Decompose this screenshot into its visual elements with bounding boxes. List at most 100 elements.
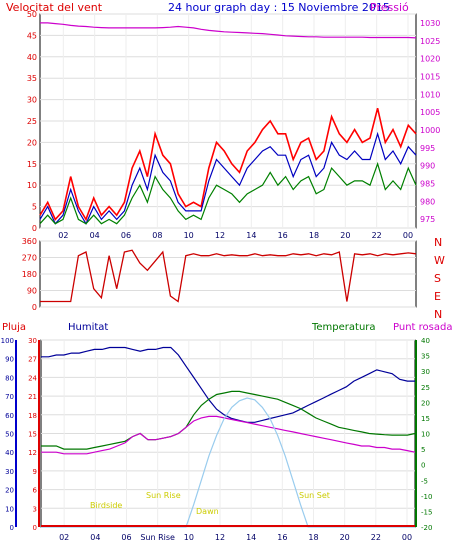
humidity-tick-label: 30 (5, 468, 14, 476)
temperature-tick-label: -5 (421, 477, 428, 485)
temperature-tick-label: 10 (421, 431, 430, 439)
y-right-tick-label: 985 (420, 179, 435, 188)
compass-label: N (434, 236, 442, 249)
compass-label: W (434, 254, 445, 267)
x-tick-label: 00 (402, 533, 412, 542)
y-right-tick-label: 990 (420, 162, 435, 171)
sunrise-annotation: Sun Rise (146, 491, 181, 500)
x-tick-label: 20 (340, 533, 350, 542)
rain-tick-label: 27 (28, 356, 37, 364)
y-left-tick-label: 5 (32, 203, 37, 212)
compass-label: N (434, 308, 442, 321)
x-tick-label: 22 (372, 231, 382, 240)
series-line-temperatura (41, 390, 416, 450)
x-tick-label: Sun Rise (140, 533, 175, 542)
x-tick-label: 12 (215, 231, 225, 240)
x-tick-label: 02 (59, 533, 69, 542)
x-tick-label: 04 (90, 533, 100, 542)
chart-title: 24 hour graph day : 15 Noviembre 2015 (168, 1, 390, 14)
y-right-tick-label: 980 (420, 197, 435, 206)
temperature-tick-label: 40 (421, 337, 430, 345)
y-right-tick-label: 1030 (420, 19, 440, 28)
x-tick-label: 00 (403, 231, 413, 240)
humidity-tick-label: 0 (10, 524, 14, 532)
humidity-tick-label: 20 (5, 487, 14, 495)
direction-tick-label: 360 (22, 237, 37, 246)
y-left-tick-label: 10 (27, 181, 37, 190)
temperature-tick-label: -15 (421, 508, 432, 516)
humidity-tick-label: 80 (5, 374, 14, 382)
y-left-tick-label: 15 (27, 160, 37, 169)
rain-tick-label: 12 (28, 449, 37, 457)
y-right-tick-label: 1010 (420, 90, 440, 99)
rain-tick-label: 24 (28, 374, 37, 382)
x-tick-label: 08 (152, 231, 162, 240)
humidity-tick-label: 60 (5, 412, 14, 420)
x-tick-label: 10 (184, 533, 194, 542)
y-right-tick-label: 1025 (420, 37, 440, 46)
humidity-tick-label: 90 (5, 356, 14, 364)
sunset-annotation: Sun Set (299, 491, 330, 500)
temperature-tick-label: 0 (421, 462, 425, 470)
series-line-velocitat-del-vent (39, 108, 417, 222)
temperature-tick-label: 35 (421, 353, 430, 361)
y-right-tick-label: 1015 (420, 72, 440, 81)
x-tick-label: 14 (246, 533, 256, 542)
temperature-tick-label: -20 (421, 524, 432, 532)
temperature-tick-label: 20 (421, 399, 430, 407)
series-line-punt-rosada (41, 415, 416, 455)
x-tick-label: 16 (278, 231, 288, 240)
x-tick-label: 02 (58, 231, 68, 240)
y-left-tick-label: 0 (32, 224, 37, 233)
x-tick-label: 18 (309, 231, 319, 240)
x-tick-label: 22 (371, 533, 381, 542)
series-line-series-2 (39, 161, 417, 225)
temperature-tick-label: 25 (421, 384, 430, 392)
direction-tick-label: 180 (22, 270, 37, 279)
humidity-tick-label: 70 (5, 393, 14, 401)
y-right-tick-label: 1020 (420, 55, 440, 64)
x-tick-label: 06 (121, 231, 131, 240)
y-right-tick-label: 975 (420, 215, 435, 224)
wind-speed-label: Velocitat del vent (6, 1, 103, 14)
y-right-tick-label: 1000 (420, 126, 440, 135)
humidity-tick-label: 10 (5, 505, 14, 513)
temperature-tick-label: 5 (421, 446, 425, 454)
humidity-tick-label: 50 (5, 431, 14, 439)
rain-tick-label: 15 (28, 431, 37, 439)
direction-tick-label: 270 (22, 254, 37, 263)
rain-label: Pluja (2, 322, 26, 333)
x-tick-label: 10 (184, 231, 194, 240)
birdside-annotation: Birdside (90, 501, 122, 510)
series-line-series-1 (39, 131, 417, 225)
y-left-tick-label: 50 (27, 10, 37, 19)
rain-tick-label: 9 (33, 468, 37, 476)
y-right-tick-label: 1005 (420, 108, 440, 117)
y-left-tick-label: 40 (27, 53, 37, 62)
temperature-label: Temperatura (311, 322, 376, 333)
humidity-label: Humitat (68, 322, 108, 333)
direction-tick-label: 90 (27, 287, 37, 296)
y-left-tick-label: 25 (27, 117, 37, 126)
compass-label: E (434, 290, 441, 303)
y-right-tick-label: 995 (420, 144, 435, 153)
y-left-tick-label: 30 (27, 96, 37, 105)
rain-tick-label: 3 (33, 505, 37, 513)
x-tick-label: 18 (308, 533, 318, 542)
x-tick-label: 20 (340, 231, 350, 240)
wind-direction-line (40, 249, 417, 303)
temperature-tick-label: 30 (421, 368, 430, 376)
x-tick-label: 04 (90, 231, 100, 240)
x-tick-label: 14 (246, 231, 256, 240)
rain-tick-label: 18 (28, 412, 37, 420)
rain-tick-label: 30 (28, 337, 37, 345)
x-tick-label: 16 (277, 533, 287, 542)
temperature-tick-label: -10 (421, 493, 432, 501)
rain-tick-label: 6 (33, 487, 38, 495)
dawn-annotation: Dawn (196, 507, 219, 516)
humidity-tick-label: 100 (1, 337, 14, 345)
x-tick-label: 12 (215, 533, 225, 542)
x-tick-label: 06 (121, 533, 131, 542)
series-line-humitat (41, 346, 415, 423)
